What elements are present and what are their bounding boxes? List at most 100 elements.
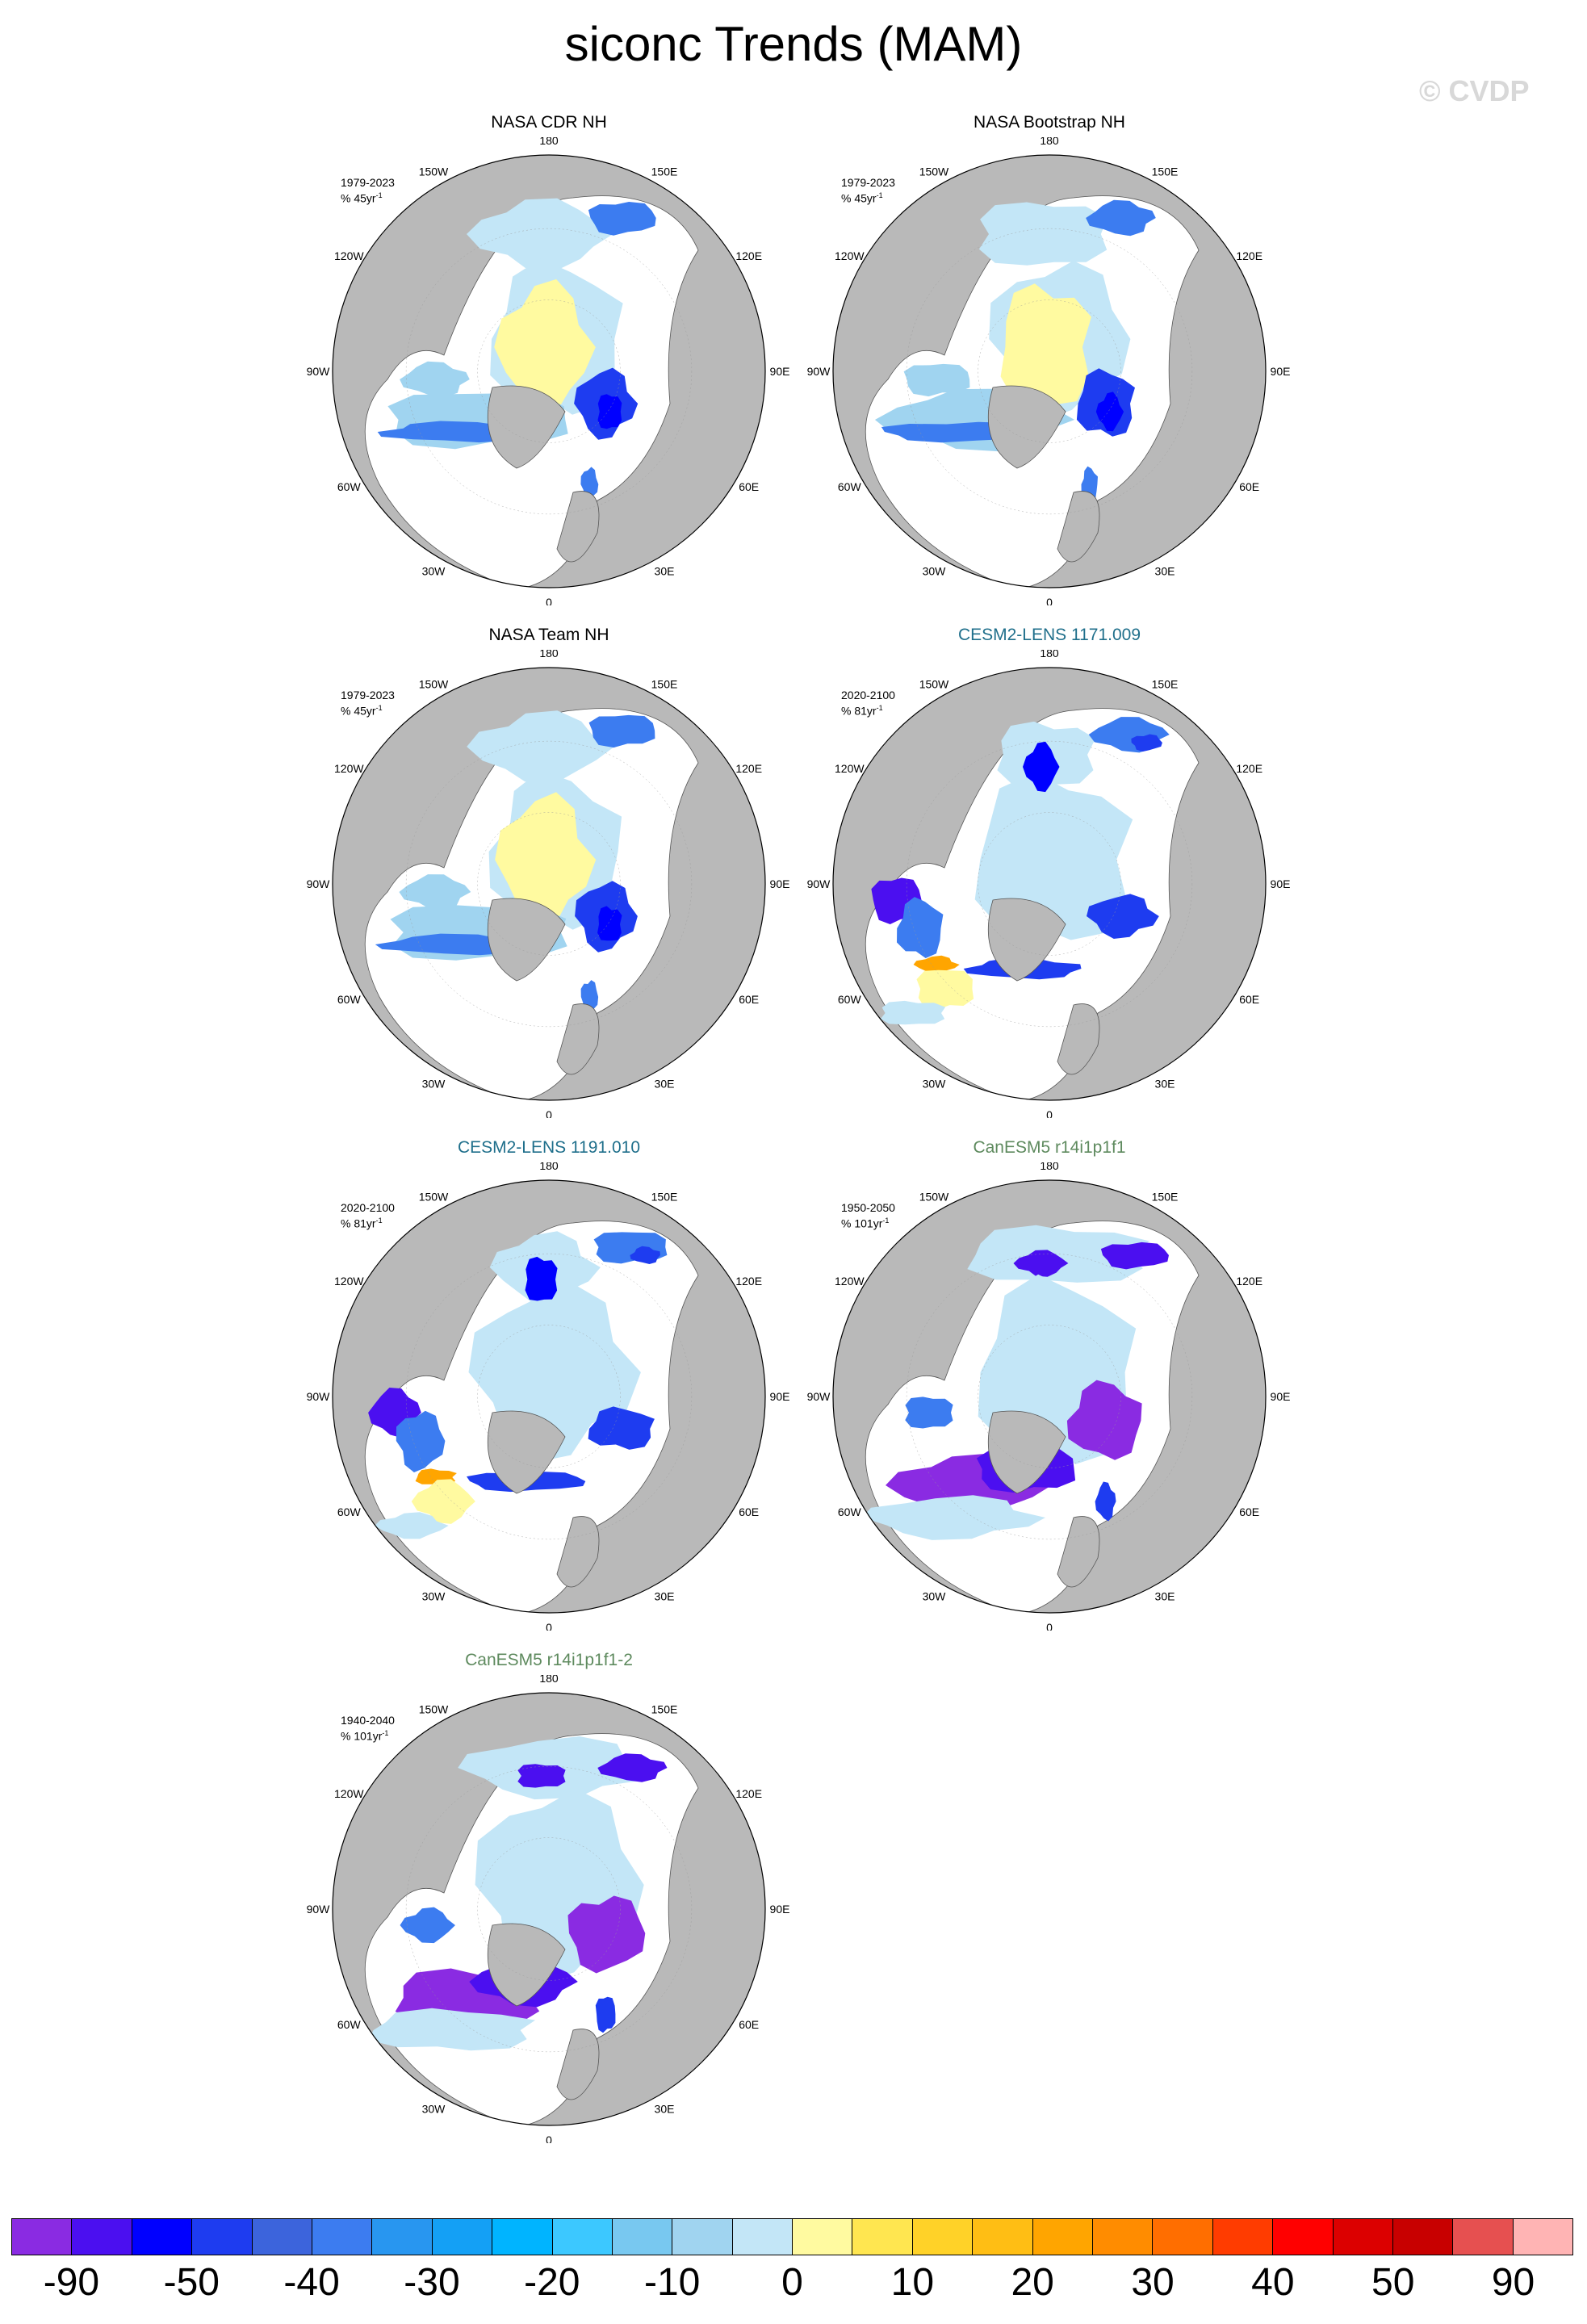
panel-units: % 45yr-1 — [341, 701, 395, 718]
trend-patch — [862, 1495, 1045, 1540]
longitude-label: 180 — [539, 137, 559, 147]
longitude-label: 150E — [1152, 165, 1179, 178]
panel-units-text: % 101yr — [841, 1216, 883, 1230]
longitude-label: 150W — [419, 1702, 449, 1715]
longitude-label: 150E — [651, 1702, 678, 1715]
colorbar-swatch — [132, 2219, 193, 2255]
trend-patch — [588, 714, 655, 748]
panel-title: CESM2-LENS 1171.009 — [957, 626, 1141, 644]
longitude-label: 90E — [1271, 877, 1291, 890]
trend-patch — [411, 1479, 475, 1524]
trend-patch — [967, 1225, 1149, 1283]
polar-map: 180 150E 120E 90E 60E 30E 0 30W 60W 90W 120W 150W — [807, 1162, 1291, 1631]
colorbar-tick: 10 — [890, 2261, 935, 2304]
colorbar-tick: 40 — [1251, 2261, 1295, 2304]
longitude-label: 150E — [651, 677, 678, 690]
colorbar-swatch — [852, 2219, 913, 2255]
panel-period-units: 1979-2023% 45yr-1 — [341, 176, 395, 205]
map-panel: CESM2-LENS 1171.009 180 150E 120E 90E 60E 30E 0… — [799, 626, 1300, 1118]
polar-map: 180 150E 120E 90E 60E 30E 0 30W 60W 90W 120W 150W — [807, 137, 1291, 605]
panel-period: 1940-2040 — [341, 1714, 395, 1727]
scandinavia — [556, 2029, 600, 2100]
map-panel: NASA Team NH 180 150E 120E 90E 60E 30E 0 30W 60W 9… — [299, 626, 799, 1118]
longitude-label: 30W — [422, 1590, 446, 1603]
trend-patch — [567, 1895, 646, 1974]
greenland — [487, 385, 566, 469]
latitude-circle — [906, 740, 1193, 1028]
panel-period-units: 1940-2040% 101yr-1 — [341, 1714, 395, 1743]
scandinavia — [556, 1003, 600, 1075]
longitude-label: 30W — [923, 1078, 947, 1091]
panel-units-text: % 81yr — [341, 1216, 376, 1230]
latitude-circle — [906, 228, 1193, 515]
longitude-label: 60W — [337, 480, 362, 493]
longitude-label: 150W — [919, 165, 949, 178]
panel-units-text: % 81yr — [841, 704, 877, 718]
map-panel: CanESM5 r14i1p1f1-2 180 150E 120E 90E 60E 30E 0… — [299, 1651, 799, 2143]
longitude-label: 30E — [655, 565, 675, 578]
longitude-label: 180 — [539, 1162, 559, 1172]
colorbar-swatch — [973, 2219, 1033, 2255]
panel-units-exponent: -1 — [876, 191, 883, 199]
trend-patch — [1023, 741, 1060, 793]
trend-patch — [1095, 392, 1124, 432]
map-panel: CESM2-LENS 1191.010 180 150E 120E 90E 60E 30E 0… — [299, 1138, 799, 1631]
panel-units: % 101yr-1 — [341, 1727, 395, 1743]
longitude-label: 120W — [334, 1275, 364, 1288]
colorbar-tick: 50 — [1371, 2261, 1415, 2304]
trend-patch — [597, 1753, 668, 1782]
greenland — [487, 898, 566, 982]
scandinavia — [1057, 491, 1100, 563]
panel-period-units: 2020-2100% 81yr-1 — [841, 689, 895, 718]
colorbar-swatch — [1513, 2219, 1573, 2255]
panel-units-exponent: -1 — [382, 1729, 389, 1737]
panel-units: % 81yr-1 — [841, 701, 895, 718]
longitude-label: 180 — [539, 650, 559, 660]
trend-patch — [903, 363, 970, 397]
colorbar-swatch — [72, 2219, 132, 2255]
panel-title: NASA Team NH — [488, 626, 609, 644]
colorbar-tick: 30 — [1131, 2261, 1175, 2304]
panel-units: % 81yr-1 — [341, 1214, 395, 1230]
longitude-label: 120W — [835, 762, 865, 775]
longitude-label: 0 — [1046, 1621, 1053, 1631]
colorbar-swatch — [912, 2219, 974, 2255]
trend-patch — [597, 906, 622, 941]
greenland — [987, 1410, 1066, 1494]
trend-patch — [399, 874, 471, 911]
longitude-label: 60E — [739, 2018, 759, 2031]
panel-units: % 45yr-1 — [841, 189, 895, 205]
longitude-label: 0 — [546, 2133, 552, 2143]
trend-patch — [400, 361, 470, 398]
longitude-label: 120W — [334, 249, 364, 262]
latitude-circle — [405, 228, 693, 515]
trend-patch — [494, 278, 596, 413]
colorbar-tick: -20 — [524, 2261, 580, 2304]
panel-units-text: % 45yr — [841, 191, 877, 205]
longitude-label: 30E — [1155, 1590, 1175, 1603]
latitude-circle — [477, 812, 621, 956]
longitude-label: 150E — [1152, 677, 1179, 690]
longitude-label: 180 — [1040, 137, 1059, 147]
latitude-circle — [477, 1837, 621, 1981]
latitude-circle — [978, 299, 1121, 443]
map-panel: NASA Bootstrap NH 180 150E 120E 90E 60E 30E 0 30… — [799, 113, 1300, 605]
longitude-label: 90E — [770, 1390, 790, 1403]
longitude-label: 150W — [419, 1190, 449, 1203]
longitude-label: 30E — [655, 2103, 675, 2116]
longitude-label: 180 — [539, 1675, 559, 1685]
trend-patch — [495, 792, 597, 928]
trend-patch — [974, 773, 1133, 940]
colorbar-swatch — [1333, 2219, 1393, 2255]
colorbar-swatch — [612, 2219, 673, 2255]
trend-patch — [588, 1406, 655, 1450]
panel-period: 1979-2023 — [341, 689, 395, 701]
longitude-label: 90W — [307, 1903, 331, 1916]
panel-title: CESM2-LENS 1191.010 — [457, 1138, 641, 1157]
trend-patch — [897, 897, 944, 958]
panel-title: NASA Bootstrap NH — [974, 113, 1125, 132]
longitude-label: 30W — [422, 1078, 446, 1091]
panel-units-exponent: -1 — [882, 1216, 890, 1225]
longitude-label: 120E — [735, 762, 762, 775]
longitude-label: 30W — [422, 565, 446, 578]
